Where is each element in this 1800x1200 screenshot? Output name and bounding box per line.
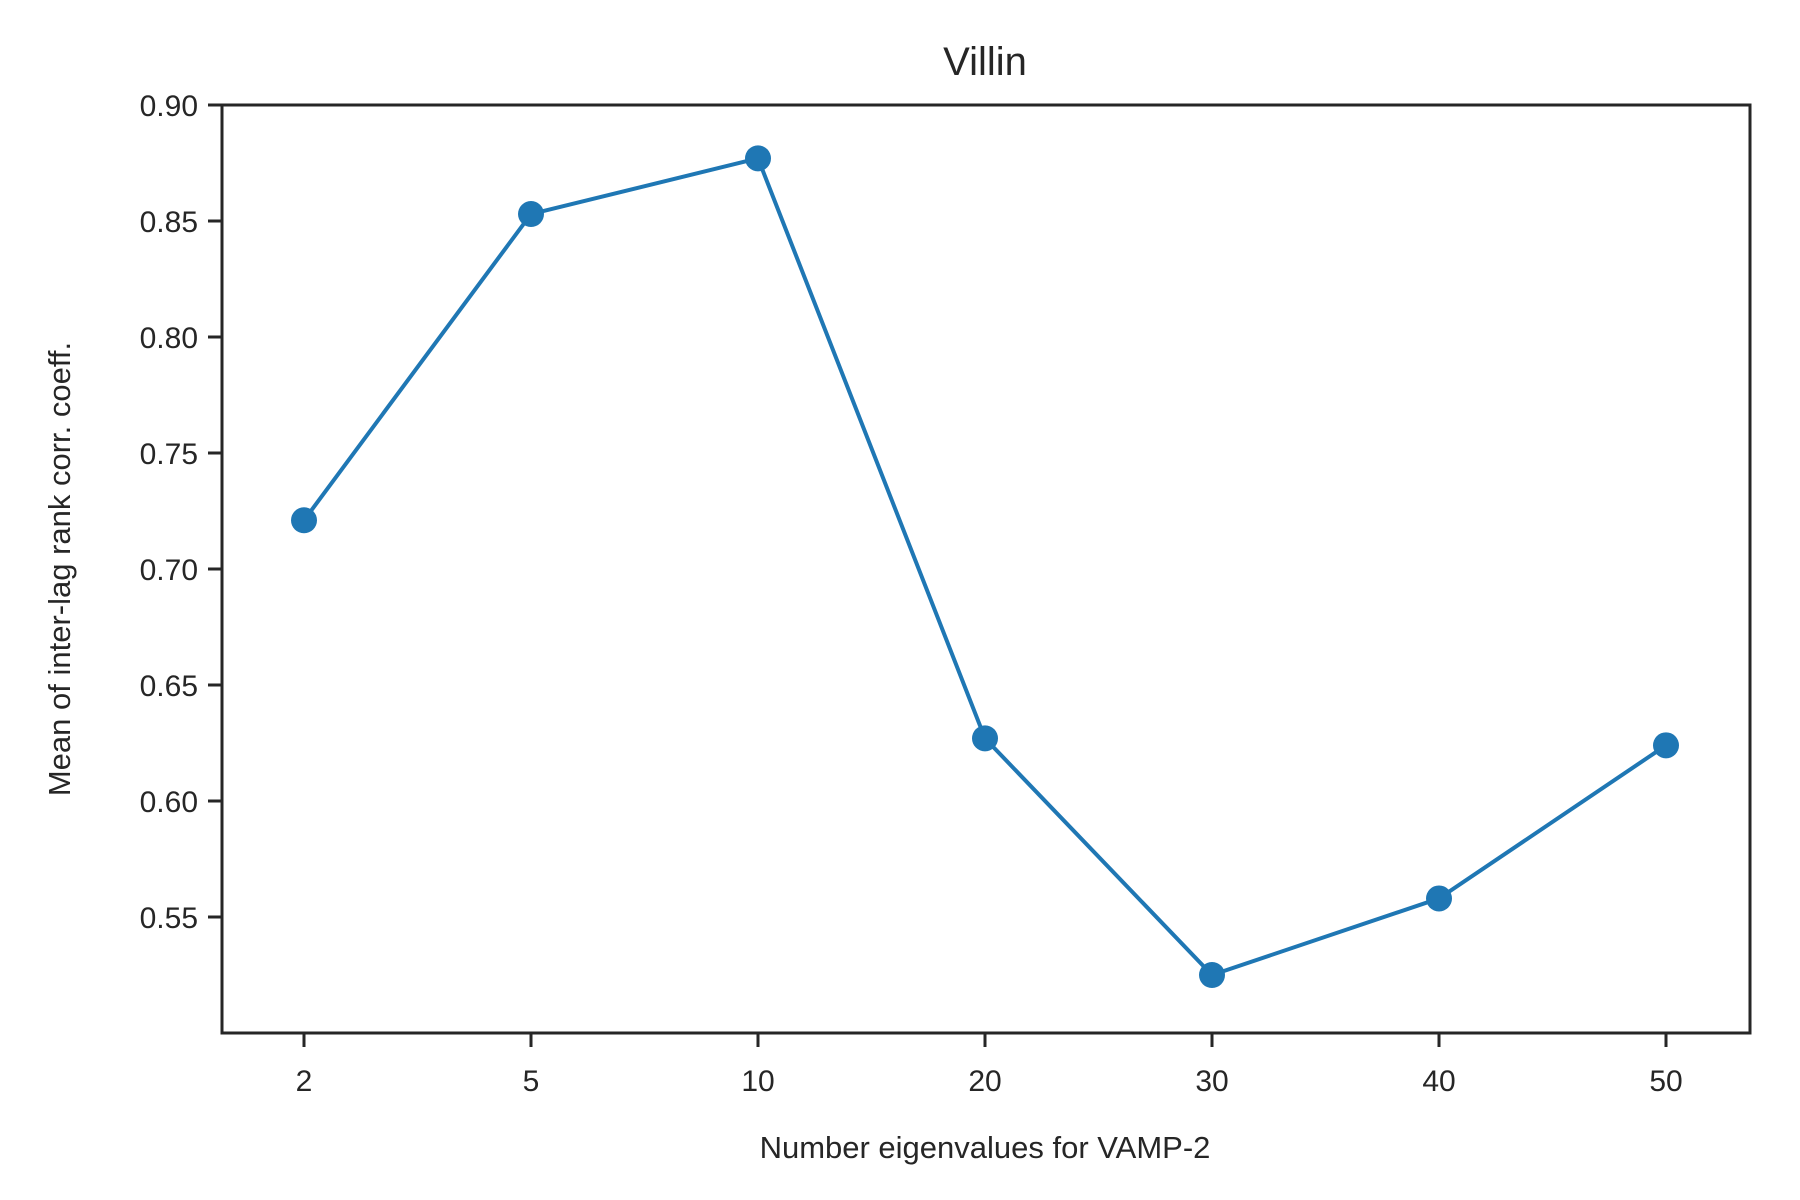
- x-tick-label: 30: [1195, 1065, 1228, 1098]
- y-tick-label: 0.80: [140, 322, 198, 355]
- y-tick-label: 0.55: [140, 902, 198, 935]
- x-tick-label: 10: [741, 1065, 774, 1098]
- x-tick-label: 2: [296, 1065, 313, 1098]
- y-tick-label: 0.75: [140, 438, 198, 471]
- x-tick-label: 40: [1422, 1065, 1455, 1098]
- y-tick-label: 0.65: [140, 670, 198, 703]
- x-tick-label: 5: [523, 1065, 540, 1098]
- x-axis-title: Number eigenvalues for VAMP-2: [760, 1130, 1211, 1165]
- y-tick-label: 0.85: [140, 206, 198, 239]
- chart-title: Villin: [943, 40, 1027, 84]
- data-point-50: [1653, 732, 1679, 759]
- y-tick-label: 0.90: [140, 90, 198, 123]
- x-tick-label: 50: [1649, 1065, 1682, 1098]
- series-layer: [291, 145, 1679, 988]
- data-point-10: [745, 145, 771, 172]
- y-axis-title: Mean of inter-lag rank corr. coeff.: [42, 342, 77, 796]
- y-tick-label: 0.60: [140, 786, 198, 819]
- data-point-30: [1199, 962, 1225, 988]
- x-tick-label: 20: [968, 1065, 1001, 1098]
- y-axis-ticks: 0.55 0.60 0.65 0.70 0.75 0.80 0.85 0.90: [140, 90, 222, 935]
- data-point-2: [291, 507, 317, 534]
- x-axis-ticks: 2 5 10 20 30 40 50: [296, 1033, 1683, 1098]
- y-tick-label: 0.70: [140, 554, 198, 587]
- data-point-5: [518, 201, 544, 228]
- data-point-20: [972, 725, 998, 752]
- data-point-40: [1426, 885, 1452, 912]
- plot-area-frame: [220, 103, 1752, 1035]
